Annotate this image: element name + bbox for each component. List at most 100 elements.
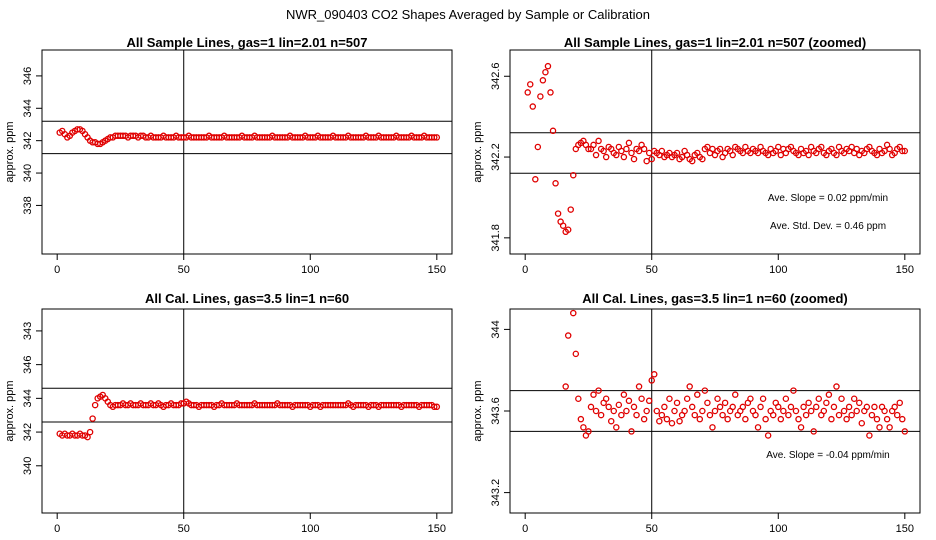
data-point — [686, 383, 693, 390]
data-point — [549, 127, 557, 135]
data-point — [825, 391, 833, 398]
data-point — [810, 428, 817, 435]
data-point — [663, 415, 671, 423]
x-tick-label: 0 — [54, 523, 60, 535]
data-point — [433, 403, 441, 411]
data-point — [691, 411, 699, 419]
data-point — [86, 428, 94, 436]
data-point — [780, 407, 787, 415]
data-point — [833, 383, 840, 390]
data-point — [899, 415, 906, 423]
x-tick-label: 50 — [178, 523, 190, 535]
y-tick-label: 342 — [22, 131, 34, 149]
data-point — [757, 403, 764, 411]
data-point — [850, 395, 858, 403]
data-point — [802, 411, 810, 419]
data-point — [876, 424, 883, 431]
data-point — [752, 411, 759, 419]
data-point — [716, 403, 724, 411]
data-point — [623, 145, 630, 153]
y-axis-label: approx. ppm — [4, 380, 16, 441]
data-point — [620, 153, 628, 161]
data-point — [696, 415, 704, 423]
data-point — [643, 407, 650, 415]
data-point — [899, 147, 906, 155]
data-point — [807, 407, 815, 415]
data-point — [602, 395, 610, 403]
data-point — [673, 399, 681, 407]
panel-title: All Sample Lines, gas=1 lin=2.01 n=507 — [127, 35, 368, 50]
panel-title: All Sample Lines, gas=1 lin=2.01 n=507 (… — [564, 35, 866, 50]
data-point — [658, 147, 666, 155]
data-point — [602, 153, 610, 161]
data-point — [552, 180, 559, 187]
data-point — [823, 399, 830, 407]
data-point — [433, 134, 441, 141]
y-tick-label: 344 — [490, 320, 502, 338]
y-tick-label: 342.2 — [490, 143, 502, 171]
y-tick-label: 343.6 — [490, 397, 502, 425]
x-tick-label: 0 — [54, 264, 60, 276]
data-point — [671, 407, 678, 415]
y-tick-label: 338 — [22, 196, 34, 214]
data-point — [886, 424, 893, 431]
panel-sample-lines: All Sample Lines, gas=1 lin=2.01 n=507 0 5… — [4, 35, 453, 276]
data-point — [762, 415, 769, 423]
panel-title: All Cal. Lines, gas=3.5 lin=1 n=60 — [145, 291, 349, 306]
data-point — [630, 155, 638, 163]
data-point — [848, 411, 855, 419]
y-tick-label: 342 — [22, 423, 34, 441]
y-tick-label: 346 — [22, 355, 34, 373]
data-point — [795, 415, 802, 423]
data-point — [891, 403, 898, 411]
data-point — [694, 391, 701, 398]
data-point — [585, 428, 592, 435]
y-axis-label: approx. ppm — [4, 121, 16, 182]
data-point — [843, 415, 850, 423]
x-tick-label: 100 — [769, 523, 787, 535]
data-point — [592, 407, 600, 415]
data-point — [580, 424, 587, 431]
x-tick-label: 150 — [896, 264, 914, 276]
data-point — [729, 151, 736, 159]
data-point — [800, 403, 807, 411]
data-point — [635, 383, 643, 390]
data-point — [524, 89, 531, 96]
data-point — [719, 411, 726, 419]
data-point — [575, 395, 582, 403]
data-point — [638, 395, 645, 403]
data-point — [534, 143, 542, 151]
annotation-text: Ave. Slope = -0.04 ppm/min — [766, 450, 890, 461]
data-point — [815, 395, 823, 403]
data-point — [567, 206, 574, 213]
data-point — [688, 157, 696, 165]
data-point — [590, 391, 597, 398]
data-point — [526, 81, 534, 88]
data-point — [587, 403, 595, 411]
data-point — [706, 411, 714, 419]
data-point — [648, 155, 655, 163]
data-point — [812, 403, 820, 411]
data-point — [431, 134, 438, 141]
x-tick-label: 100 — [301, 523, 319, 535]
data-point — [881, 407, 888, 415]
data-point — [683, 395, 691, 403]
y-tick-label: 343 — [22, 322, 34, 340]
data-point — [661, 403, 668, 411]
x-tick-label: 0 — [522, 264, 528, 276]
data-point — [747, 395, 754, 403]
data-point — [724, 415, 731, 423]
data-point — [623, 407, 630, 415]
data-point — [777, 415, 785, 423]
plot-frame — [509, 308, 921, 514]
panel-sample-lines-zoomed: All Sample Lines, gas=1 lin=2.01 n=507 (… — [472, 35, 921, 276]
data-point — [775, 403, 782, 411]
data-point — [610, 407, 618, 415]
data-point — [714, 395, 721, 403]
data-point — [729, 403, 736, 411]
data-point — [699, 407, 706, 415]
data-point — [709, 424, 716, 431]
data-point — [564, 332, 572, 339]
data-point — [886, 145, 893, 153]
